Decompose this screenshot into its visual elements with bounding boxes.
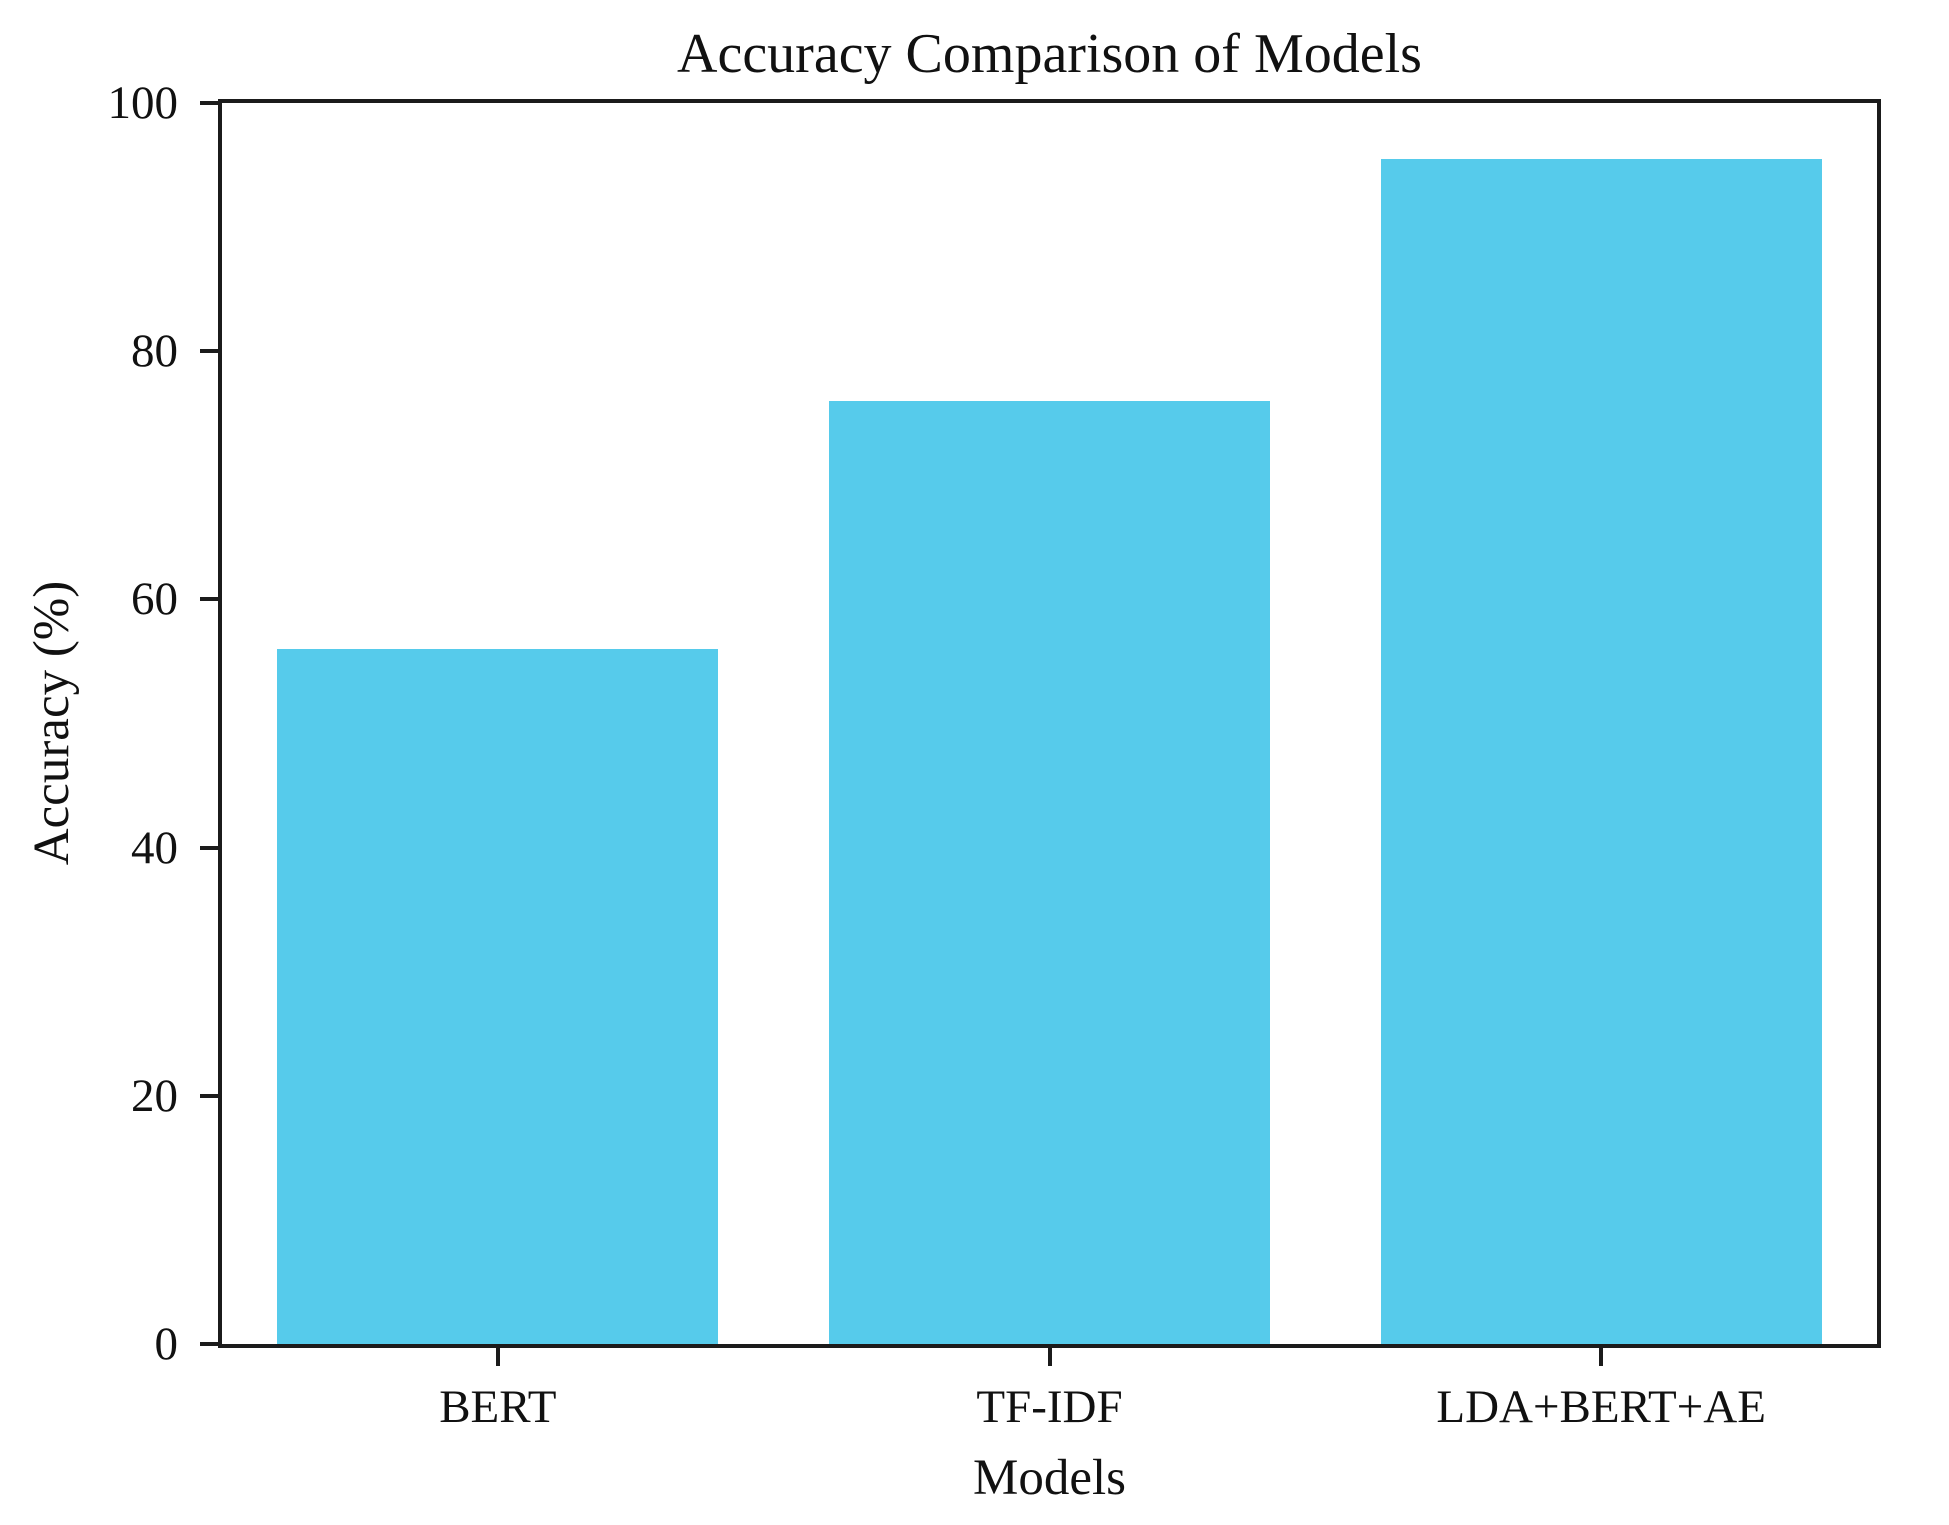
y-tick-mark (200, 1093, 218, 1098)
bar-lda-bert-ae (1380, 158, 1822, 1344)
x-tick-label: LDA+BERT+AE (1436, 1381, 1766, 1433)
chart-title: Accuracy Comparison of Models (677, 23, 1422, 85)
y-axis: 0 20 40 60 80 100 (0, 77, 218, 1370)
x-axis-label: Models (973, 1450, 1126, 1506)
x-tick-label: TF-IDF (976, 1381, 1123, 1433)
y-tick-mark (200, 1342, 218, 1346)
plot-area (218, 99, 1881, 1348)
y-tick-mark (200, 349, 218, 354)
y-tick-label: 60 (131, 573, 178, 626)
y-tick-label: 80 (131, 325, 178, 378)
bar-bert (277, 649, 719, 1344)
y-tick-label: 40 (131, 821, 178, 874)
y-tick-label: 0 (154, 1318, 179, 1370)
y-tick-mark (200, 597, 218, 602)
y-tick-label: 100 (107, 77, 179, 129)
x-tick-mark (1047, 1348, 1052, 1366)
y-tick-label: 20 (131, 1069, 178, 1122)
y-tick-mark (200, 845, 218, 850)
bar-tf-idf (828, 400, 1271, 1344)
x-tick-label: BERT (439, 1381, 557, 1433)
x-tick-mark (495, 1348, 500, 1366)
x-axis: BERT TF-IDF LDA+BERT+AE (222, 1348, 1877, 1518)
bars-layer (222, 103, 1877, 1344)
x-tick-mark (1599, 1348, 1604, 1366)
y-tick-mark (200, 101, 218, 105)
